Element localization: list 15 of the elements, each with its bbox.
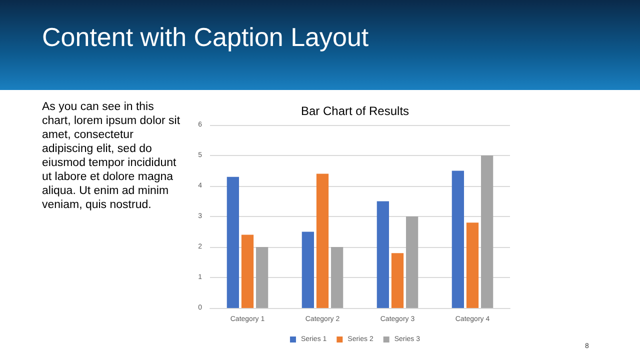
bar xyxy=(302,232,314,308)
bar xyxy=(226,176,240,308)
bar xyxy=(376,201,390,308)
bar xyxy=(391,253,404,308)
text: As you can see in this chart, lorem ipsum dolor sit amet, consectetur adipiscing elit, sed do eiusmod tempor incididunt ut labore et dolore magna aliqua. Ut enim ad minim veniam, quis nostrud. xyxy=(42,100,182,212)
bar xyxy=(316,174,329,308)
bar xyxy=(452,170,464,308)
text: Content with Caption Layout xyxy=(42,22,369,53)
bar xyxy=(241,234,254,308)
bar xyxy=(466,222,479,308)
bar xyxy=(330,247,344,308)
bar xyxy=(480,156,494,308)
bar xyxy=(256,247,268,308)
bar xyxy=(406,216,418,308)
chart-title: Bar Chart of Results xyxy=(300,104,410,118)
